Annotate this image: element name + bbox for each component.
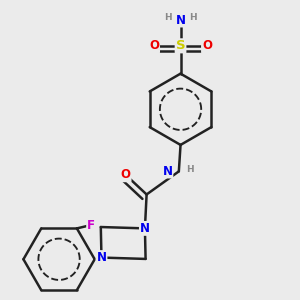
Text: O: O (121, 168, 130, 181)
Text: H: H (190, 13, 197, 22)
Text: N: N (97, 251, 106, 264)
Text: O: O (202, 39, 212, 52)
Text: N: N (140, 222, 150, 235)
Text: N: N (163, 165, 173, 178)
Text: H: H (164, 13, 172, 22)
Text: F: F (87, 218, 95, 232)
Text: O: O (149, 39, 159, 52)
Text: S: S (176, 39, 185, 52)
Text: N: N (176, 14, 185, 27)
Text: H: H (186, 165, 194, 174)
